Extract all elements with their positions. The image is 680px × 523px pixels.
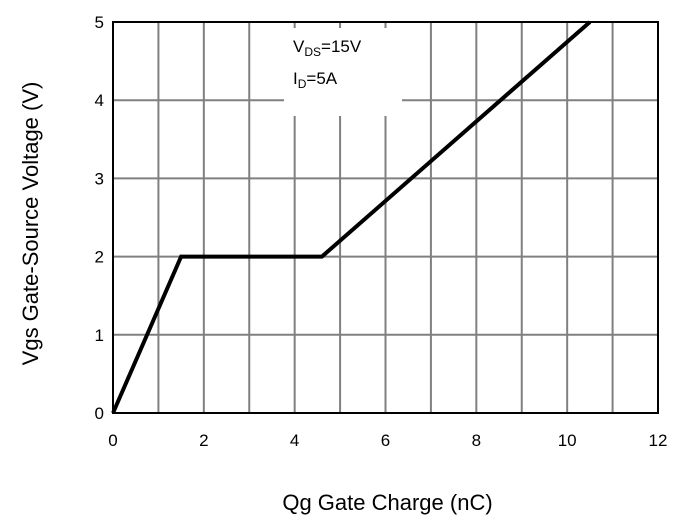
annotation-vds-main: V (293, 37, 305, 56)
x-tick-label-4: 4 (290, 431, 299, 450)
y-tick-label-1: 1 (95, 326, 104, 345)
y-tick-label-3: 3 (95, 169, 104, 188)
x-axis-title: Qg Gate Charge (nC) (282, 490, 492, 515)
annotation-id-main: I (293, 69, 298, 88)
annotation-id-suffix: =5A (306, 69, 337, 88)
y-axis-title: Vgs Gate-Source Voltage (V) (18, 82, 43, 366)
x-tick-label-0: 0 (108, 431, 117, 450)
x-tick-label-8: 8 (472, 431, 481, 450)
series-line-vgs (111, 20, 592, 414)
plot-frame (112, 21, 659, 414)
x-tick-label-10: 10 (558, 431, 577, 450)
annotation-id-sub: D (298, 77, 307, 91)
annotation-vds-suffix: =15V (321, 37, 362, 56)
y-tick-label-5: 5 (95, 13, 104, 32)
y-tick-label-4: 4 (95, 91, 104, 110)
annotation-block: VDS=15V ID=5A (293, 37, 362, 91)
annotation-vds: VDS=15V (293, 37, 362, 59)
y-tick-label-0: 0 (95, 404, 104, 423)
x-tick-label-2: 2 (199, 431, 208, 450)
y-tick-label-2: 2 (95, 248, 104, 267)
annotation-vds-sub: DS (304, 45, 321, 59)
x-tick-label-6: 6 (381, 431, 390, 450)
x-tick-label-12: 12 (649, 431, 668, 450)
annotation-id: ID=5A (293, 69, 338, 91)
annotation-background (284, 28, 402, 116)
